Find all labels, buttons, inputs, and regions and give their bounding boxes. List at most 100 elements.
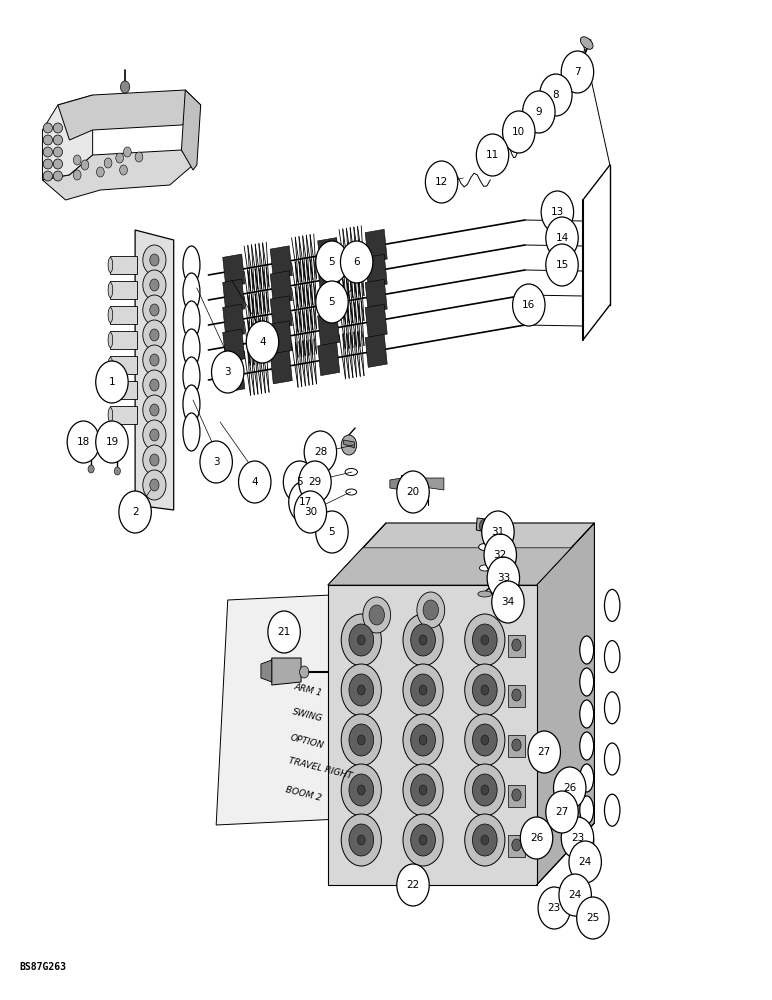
FancyBboxPatch shape <box>508 835 525 857</box>
Circle shape <box>546 244 578 286</box>
Text: SWING: SWING <box>292 707 324 723</box>
Circle shape <box>403 664 443 716</box>
Circle shape <box>143 320 166 350</box>
Circle shape <box>540 74 572 116</box>
Text: 4: 4 <box>259 337 266 347</box>
Circle shape <box>465 614 505 666</box>
Polygon shape <box>318 343 340 376</box>
Circle shape <box>120 165 127 175</box>
Circle shape <box>417 592 445 628</box>
Circle shape <box>357 685 365 695</box>
Circle shape <box>425 161 458 203</box>
Circle shape <box>523 91 555 133</box>
FancyBboxPatch shape <box>508 635 525 657</box>
Ellipse shape <box>183 273 200 311</box>
Circle shape <box>577 897 609 939</box>
Text: 9: 9 <box>536 107 542 117</box>
Polygon shape <box>223 359 245 392</box>
Circle shape <box>316 281 348 323</box>
Circle shape <box>246 321 279 363</box>
Polygon shape <box>272 658 301 685</box>
Circle shape <box>294 491 327 533</box>
Ellipse shape <box>183 301 200 339</box>
Circle shape <box>341 714 381 766</box>
Circle shape <box>150 329 159 341</box>
Circle shape <box>512 739 521 751</box>
Circle shape <box>143 245 166 275</box>
FancyBboxPatch shape <box>508 685 525 707</box>
Circle shape <box>200 441 232 483</box>
Ellipse shape <box>183 329 200 367</box>
Circle shape <box>341 664 381 716</box>
Circle shape <box>503 111 535 153</box>
Circle shape <box>150 354 159 366</box>
Circle shape <box>569 841 601 883</box>
Polygon shape <box>223 254 245 287</box>
Ellipse shape <box>53 135 63 145</box>
Ellipse shape <box>581 37 593 49</box>
Circle shape <box>472 724 497 756</box>
Polygon shape <box>181 90 201 170</box>
Ellipse shape <box>183 246 200 284</box>
Circle shape <box>357 735 365 745</box>
Text: 24: 24 <box>578 857 592 867</box>
Polygon shape <box>328 548 571 585</box>
Circle shape <box>304 431 337 473</box>
Polygon shape <box>42 95 93 180</box>
Circle shape <box>88 465 94 473</box>
Polygon shape <box>270 246 293 279</box>
Polygon shape <box>476 518 494 533</box>
Circle shape <box>85 439 97 455</box>
Circle shape <box>481 835 489 845</box>
Text: 16: 16 <box>522 300 536 310</box>
Circle shape <box>403 814 443 866</box>
Ellipse shape <box>520 126 530 133</box>
FancyBboxPatch shape <box>110 381 137 399</box>
Text: 5: 5 <box>329 527 335 537</box>
Text: 5: 5 <box>329 297 335 307</box>
Polygon shape <box>58 90 201 140</box>
Text: 32: 32 <box>493 550 507 560</box>
Polygon shape <box>223 279 245 312</box>
Text: ARM 1: ARM 1 <box>293 682 323 698</box>
Text: 26: 26 <box>563 783 577 793</box>
Text: 19: 19 <box>105 437 119 447</box>
Text: 14: 14 <box>555 233 569 243</box>
Ellipse shape <box>108 257 113 272</box>
Circle shape <box>96 421 128 463</box>
Ellipse shape <box>43 159 52 169</box>
Text: 23: 23 <box>571 833 584 843</box>
Text: 11: 11 <box>486 150 499 160</box>
Ellipse shape <box>580 796 594 824</box>
Circle shape <box>465 814 505 866</box>
Ellipse shape <box>53 171 63 181</box>
Ellipse shape <box>108 408 113 422</box>
Circle shape <box>465 714 505 766</box>
Circle shape <box>408 886 418 898</box>
Circle shape <box>150 254 159 266</box>
Circle shape <box>143 395 166 425</box>
Circle shape <box>113 374 119 382</box>
Circle shape <box>357 785 365 795</box>
Polygon shape <box>401 475 423 492</box>
Circle shape <box>481 735 489 745</box>
Circle shape <box>481 635 489 645</box>
Circle shape <box>541 191 574 233</box>
Polygon shape <box>318 288 340 321</box>
Text: 2: 2 <box>132 507 138 517</box>
Text: 31: 31 <box>491 527 505 537</box>
Circle shape <box>465 664 505 716</box>
Circle shape <box>316 511 348 553</box>
Circle shape <box>120 81 130 93</box>
Circle shape <box>114 467 120 475</box>
Circle shape <box>559 874 591 916</box>
Circle shape <box>150 379 159 391</box>
Circle shape <box>96 167 104 177</box>
Polygon shape <box>318 263 340 296</box>
Polygon shape <box>270 271 293 304</box>
Circle shape <box>116 153 124 163</box>
Circle shape <box>357 635 365 645</box>
Polygon shape <box>135 230 174 510</box>
Ellipse shape <box>43 135 52 145</box>
Text: 6: 6 <box>354 257 360 267</box>
